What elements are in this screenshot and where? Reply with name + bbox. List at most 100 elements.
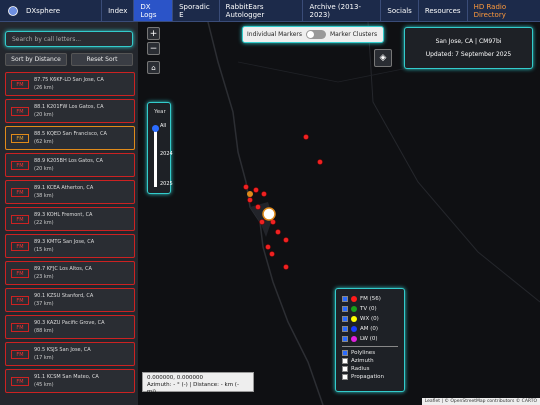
reset-button[interactable]: Reset Sort (71, 53, 133, 66)
checkbox[interactable] (342, 374, 348, 380)
band-dot (351, 316, 357, 322)
band-label: LW (0) (360, 336, 378, 342)
option-label: Polylines (351, 350, 376, 356)
station-item[interactable]: FM 88.1 K201FW Los Gatos, CA (20 km) (5, 99, 135, 123)
zoom-out[interactable]: − (147, 42, 160, 55)
year-option: 2024 (160, 151, 173, 157)
map-base (207, 22, 540, 405)
legend-option[interactable]: Propagation (342, 373, 398, 381)
station-distance: (62 km) (34, 139, 54, 145)
legend-row[interactable]: WX (0) (342, 314, 398, 324)
layers-button[interactable]: ◈ (374, 49, 392, 67)
station-item[interactable]: FM 89.3 KOHL Fremont, CA (22 km) (5, 207, 135, 231)
station-distance: (88 km) (34, 328, 54, 334)
map[interactable]: + − ⌂ Year All 2024 2025 Individual Marker… (138, 22, 540, 405)
info-box: San Jose, CA | CM97bi Updated: 7 Septemb… (404, 27, 533, 69)
location: San Jose, CA | CM97bi (435, 38, 502, 45)
checkbox[interactable] (342, 326, 348, 332)
checkbox[interactable] (342, 296, 348, 302)
station-name: 90.3 KAZU Pacific Grove, CA (34, 320, 105, 326)
nav-tab[interactable]: Sporadic E (172, 0, 219, 21)
station-distance: (17 km) (34, 355, 54, 361)
station-name: 91.1 KCSM San Mateo, CA (34, 374, 99, 380)
station-item[interactable]: FM 87.75 K6KF-LD San Jose, CA (26 km) (5, 72, 135, 96)
checkbox[interactable] (342, 358, 348, 364)
station-name: 89.1 KCEA Atherton, CA (34, 185, 94, 191)
year-slider[interactable]: Year All 2024 2025 (147, 102, 173, 194)
checkbox[interactable] (342, 350, 348, 356)
legend-row[interactable]: LW (0) (342, 334, 398, 344)
band-dot (351, 336, 357, 342)
station-item[interactable]: FM 90.3 KAZU Pacific Grove, CA (88 km) (5, 315, 135, 339)
attribution[interactable]: Leaflet | © OpenStreetMap contributors ©… (421, 398, 540, 405)
legend-row[interactable]: TV (0) (342, 304, 398, 314)
station-item[interactable]: FM 88.5 KQED San Francisco, CA (62 km) (5, 126, 135, 150)
logo (8, 5, 18, 16)
legend-option[interactable]: Azimuth (342, 357, 398, 365)
nav-tab[interactable]: Resources (417, 0, 467, 21)
band-badge: FM (11, 161, 29, 170)
station-distance: (22 km) (34, 220, 54, 226)
nav-tab[interactable]: Socials (380, 0, 417, 21)
nav-bar: DXsphere Index DX Logs Sporadic E RabbitEar… (0, 0, 540, 22)
station-item[interactable]: FM 89.3 KMTG San Jose, CA (15 km) (5, 234, 135, 258)
band-badge: FM (11, 80, 29, 89)
band-badge: FM (11, 323, 29, 332)
nav-tab[interactable]: Index (101, 0, 133, 21)
station-item[interactable]: FM 89.1 KCEA Atherton, CA (38 km) (5, 180, 135, 204)
nav-tab[interactable]: HD Radio Directory (466, 0, 540, 21)
year-option: All (160, 123, 167, 129)
slider-track (154, 129, 157, 187)
sort-button[interactable]: Sort by Distance (5, 53, 67, 66)
checkbox[interactable] (342, 336, 348, 342)
station-name: 88.1 K201FW Los Gatos, CA (34, 104, 104, 110)
station-distance: (23 km) (34, 274, 54, 280)
coords-measure: Azimuth: - ° (-) | Distance: - km (- mi) (147, 382, 239, 395)
search-input[interactable]: Search by call letters... (5, 31, 133, 47)
toggle-switch[interactable] (306, 30, 326, 39)
nav-tab[interactable]: RabbitEars Autologger (218, 0, 303, 21)
band-dot (351, 306, 357, 312)
band-badge: FM (11, 377, 29, 386)
station-item[interactable]: FM 91.1 KCSM San Mateo, CA (45 km) (5, 369, 135, 393)
marker-toggle[interactable]: Individual Markers Marker Clusters (242, 26, 384, 43)
band-label: AM (0) (360, 326, 379, 332)
legend-row[interactable]: FM (56) (342, 294, 398, 304)
legend-row[interactable]: AM (0) (342, 324, 398, 334)
station-item[interactable]: FM 90.5 KSJS San Jose, CA (17 km) (5, 342, 135, 366)
station-item[interactable]: FM 89.7 KFJC Los Altos, CA (23 km) (5, 261, 135, 285)
band-label: WX (0) (360, 316, 379, 322)
station-distance: (20 km) (34, 112, 54, 118)
station-item[interactable]: FM 88.9 K205BH Los Gatos, CA (20 km) (5, 153, 135, 177)
station-distance: (37 km) (34, 301, 54, 307)
checkbox[interactable] (342, 366, 348, 372)
option-label: Azimuth (351, 358, 374, 364)
nav-tab[interactable]: DX Logs (133, 0, 173, 21)
legend-option[interactable]: Polylines (342, 349, 398, 357)
slider-handle[interactable] (152, 125, 159, 132)
brand[interactable]: DXsphere (0, 0, 101, 21)
checkbox[interactable] (342, 306, 348, 312)
station-item[interactable]: FM 90.1 KZSU Stanford, CA (37 km) (5, 288, 135, 312)
checkbox[interactable] (342, 316, 348, 322)
home-button[interactable]: ⌂ (147, 61, 160, 74)
band-dot (351, 326, 357, 332)
station-name: 89.3 KMTG San Jose, CA (34, 239, 95, 245)
band-badge: FM (11, 269, 29, 278)
option-label: Propagation (351, 374, 384, 380)
station-distance: (20 km) (34, 166, 54, 172)
band-label: TV (0) (360, 306, 377, 312)
station-name: 89.3 KOHL Fremont, CA (34, 212, 93, 218)
zoom-in[interactable]: + (147, 27, 160, 40)
coords-box: 0.000000, 0.000000 Azimuth: - ° (-) | Di… (142, 372, 254, 395)
updated: Updated: 7 September 2025 (425, 51, 512, 58)
toggle-left: Individual Markers (247, 31, 302, 38)
band-badge: FM (11, 188, 29, 197)
tabs: Index DX Logs Sporadic E RabbitEars Autolog… (101, 0, 540, 21)
nav-tab[interactable]: Archive (2013-2023) (302, 0, 380, 21)
toggle-right: Marker Clusters (330, 31, 378, 38)
station-distance: (15 km) (34, 247, 54, 253)
legend-option[interactable]: Radius (342, 365, 398, 373)
legend: FM (56) TV (0) WX (0) AM (0) LW (0) Polylines… (335, 288, 405, 392)
